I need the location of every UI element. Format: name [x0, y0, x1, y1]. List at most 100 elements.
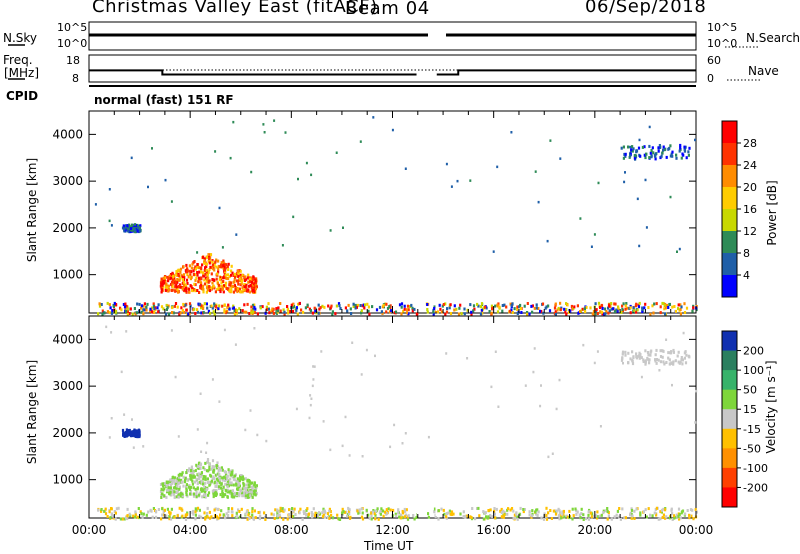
velocity-echo-cell	[220, 482, 223, 486]
power-echo-cell	[531, 304, 534, 308]
power-echo-cell	[170, 282, 173, 286]
power-echo-cell	[344, 306, 347, 310]
power-echo-cell	[511, 311, 514, 314]
velocity-echo-cell	[684, 361, 688, 365]
power-echo-cell	[572, 307, 575, 310]
velocity-echo-cell	[640, 356, 643, 360]
power-echo-cell	[660, 154, 663, 158]
power-echo-cell	[470, 312, 473, 316]
power-echo-cell	[433, 307, 436, 310]
power-echo-cell	[636, 197, 639, 201]
velocity-echo-cell	[263, 511, 266, 515]
velocity-echo-cell	[197, 465, 200, 468]
velocity-echo-cell	[560, 516, 563, 520]
velocity-echo-cell	[213, 481, 216, 485]
velocity-echo-cell	[389, 445, 392, 449]
velocity-echo-cell	[599, 514, 602, 518]
velocity-echo-cell	[217, 516, 220, 520]
power-echo-cell	[236, 279, 239, 283]
velocity-echo-cell	[283, 508, 286, 512]
velocity-echo-cell	[380, 507, 383, 511]
velocity-echo-cell	[177, 435, 180, 438]
power-echo-cell	[188, 287, 191, 291]
velocity-echo-cell	[203, 467, 206, 471]
data-gap	[435, 466, 437, 516]
power-echo-cell	[570, 304, 573, 308]
velocity-echo-cell	[528, 510, 531, 514]
power-echo-cell	[108, 188, 111, 191]
velocity-echo-cell	[291, 507, 294, 510]
power-echo-cell	[444, 312, 447, 316]
velocity-echo-cell	[644, 359, 647, 363]
power-echo-cell	[207, 309, 210, 313]
velocity-echo-cell	[134, 435, 137, 438]
velocity-echo-cell	[178, 485, 181, 489]
x-axis-title: Time UT	[364, 539, 414, 553]
power-echo-cell	[233, 280, 236, 284]
power-echo-cell	[216, 272, 219, 276]
velocity-echo-cell	[168, 489, 171, 492]
velocity-echo-cell	[206, 477, 209, 481]
power-echo-cell	[250, 280, 254, 284]
velocity-echo-cell	[231, 489, 234, 493]
power-echo-cell	[227, 262, 230, 266]
velocity-echo-cell	[201, 495, 204, 499]
power-echo-cell	[193, 282, 196, 286]
power-echo-cell	[391, 128, 394, 132]
power-echo-cell	[236, 269, 240, 273]
velocity-echo-cell	[188, 484, 191, 487]
velocity-echo-cell	[404, 509, 407, 513]
velocity-echo-cell	[606, 510, 609, 513]
velocity-echo-cell	[208, 462, 211, 466]
velocity-echo-cell	[514, 516, 517, 520]
power-echo-cell	[222, 276, 225, 280]
power-echo-cell	[227, 303, 230, 307]
power-echo-cell	[638, 244, 641, 248]
velocity-echo-cell	[445, 515, 448, 519]
power-echo-cell	[282, 308, 285, 312]
velocity-echo-cell	[258, 510, 261, 514]
power-echo-cell	[291, 309, 295, 313]
power-echo-cell	[149, 307, 152, 311]
velocity-echo-cell	[606, 517, 609, 521]
velocity-echo-cell	[247, 483, 250, 487]
power-echo-cell	[371, 305, 374, 309]
velocity-echo-cell	[97, 508, 100, 512]
power-echo-cell	[573, 305, 576, 309]
power-echo-cell	[139, 229, 142, 233]
velocity-echo-cell	[621, 356, 624, 360]
power-echo-cell	[205, 277, 209, 281]
velocity-echo-cell	[173, 482, 177, 486]
velocity-echo-cell	[169, 478, 172, 482]
velocity-echo-cell	[447, 511, 450, 515]
velocity-echo-cell	[348, 508, 351, 512]
power-echo-cell	[591, 312, 594, 316]
velocity-echo-cell	[305, 508, 308, 512]
power-echo-cell	[261, 305, 264, 309]
velocity-echo-cell	[659, 517, 662, 521]
power-echo-cell	[233, 284, 236, 288]
power-echo-cell	[211, 278, 214, 281]
power-echo-cell	[449, 312, 453, 315]
power-echo-cell	[667, 147, 670, 151]
power-echo-cell	[448, 306, 451, 310]
velocity-echo-cell	[482, 510, 485, 514]
velocity-echo-cell	[186, 511, 189, 515]
power-echo-cell	[480, 308, 483, 312]
power-echo-cell	[160, 290, 163, 294]
power-echo-cell	[335, 151, 338, 154]
velocity-echo-cell	[361, 455, 364, 458]
velocity-echo-cell	[558, 378, 561, 382]
velocity-echo-cell	[190, 485, 193, 489]
power-echo-cell	[182, 265, 185, 269]
velocity-echo-cell	[246, 479, 249, 483]
power-echo-cell	[252, 282, 256, 286]
velocity-echo-cell	[215, 464, 218, 468]
power-echo-cell	[667, 306, 670, 309]
power-echo-cell	[633, 308, 636, 312]
power-echo-cell	[688, 146, 691, 150]
velocity-echo-cell	[212, 495, 215, 499]
power-echo-cell	[460, 312, 463, 316]
velocity-colorbar-swatch	[722, 370, 737, 391]
power-echo-cell	[162, 276, 165, 280]
